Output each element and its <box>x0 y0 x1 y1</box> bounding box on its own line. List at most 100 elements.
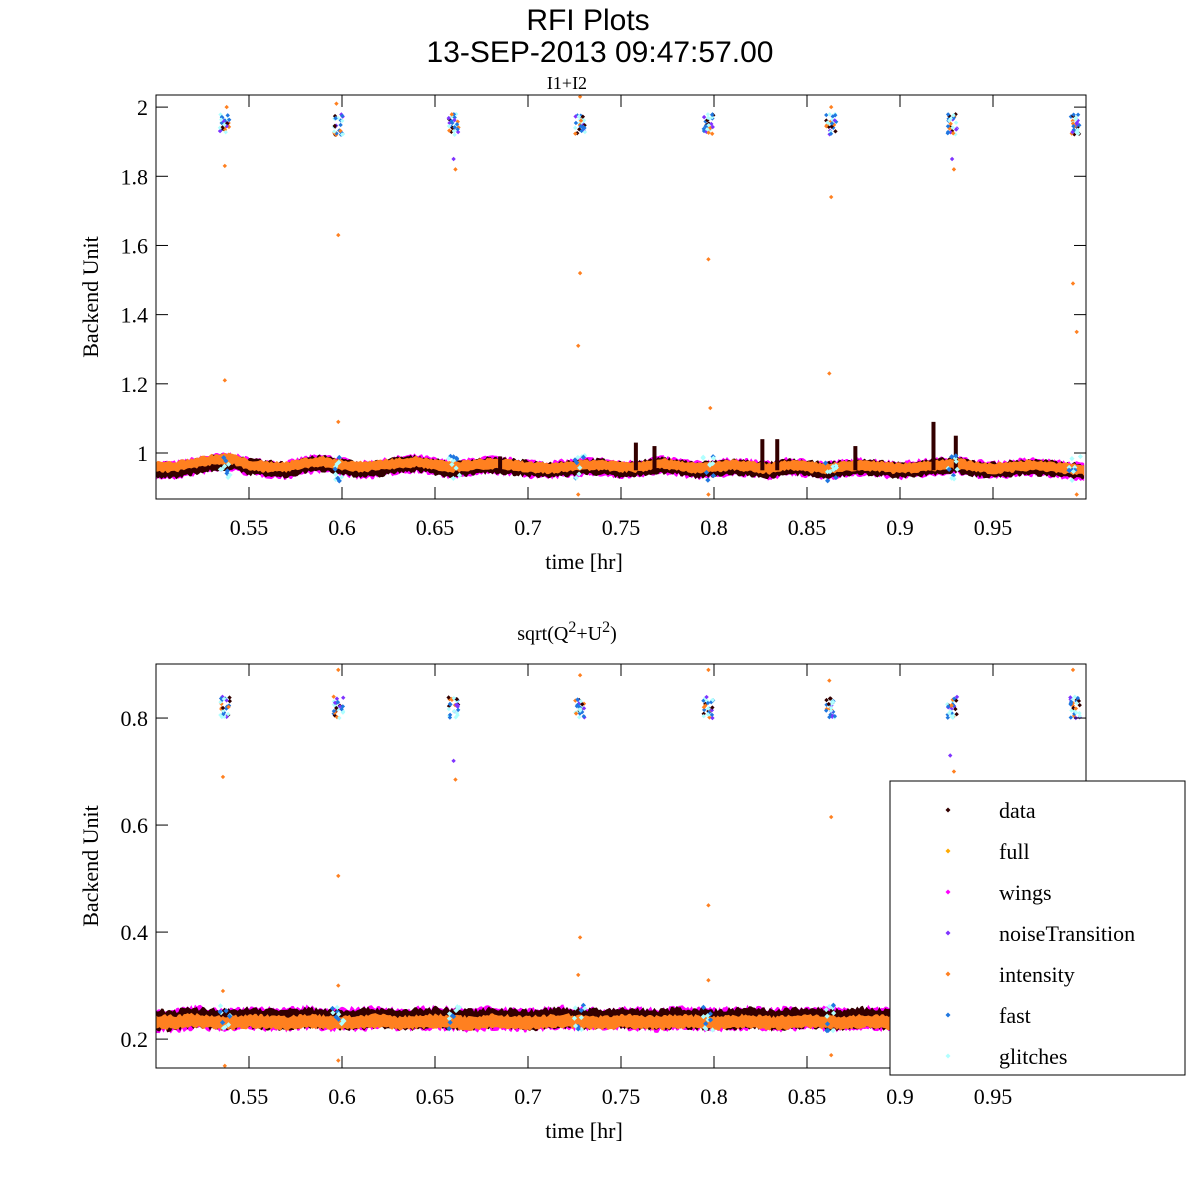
intensity-outlier-point <box>336 1058 341 1063</box>
intensity-outlier-point <box>576 343 581 348</box>
calibration-point <box>710 715 715 721</box>
calibration-point <box>948 130 953 135</box>
glitch-point <box>446 1016 453 1022</box>
calibration-point <box>578 699 583 704</box>
calibration-point <box>703 703 708 708</box>
calibration-point <box>705 127 710 132</box>
calibration-point <box>706 710 712 715</box>
calibration-point <box>333 703 338 709</box>
calibration-point <box>948 121 953 126</box>
x-tick-label: 0.65 <box>416 515 455 540</box>
calibration-point <box>225 113 230 118</box>
glitch-point <box>334 1009 341 1015</box>
calibration-point <box>947 113 952 119</box>
calibration-point <box>953 127 959 132</box>
glitch-point <box>222 1024 228 1030</box>
calibration-point <box>953 132 958 137</box>
glitch-point <box>710 455 717 461</box>
calibration-point <box>1073 710 1079 715</box>
calibration-point <box>706 706 711 711</box>
calibration-point <box>580 114 586 119</box>
calibration-point <box>709 708 715 713</box>
intensity-outlier-point <box>576 492 581 497</box>
calibration-point <box>1068 702 1073 707</box>
calibration-point <box>1071 128 1076 133</box>
calibration-point <box>701 126 707 132</box>
y-tick-label: 0.8 <box>121 706 149 731</box>
calibration-point <box>219 697 225 702</box>
calibration-point <box>832 118 837 123</box>
data-spike <box>953 435 958 471</box>
legend-label-data: data <box>999 798 1036 823</box>
glitch-point <box>830 466 837 473</box>
x-tick-label: 0.85 <box>788 1084 827 1109</box>
legend: data full wings noiseTransition intensity fas… <box>889 780 1186 1076</box>
glitch-point <box>333 464 339 470</box>
legend-marker-intensity <box>945 971 951 977</box>
calibration-point <box>824 112 829 118</box>
glitch-point <box>1069 456 1075 462</box>
calibration-point <box>332 123 338 129</box>
y-tick-label: 0.2 <box>121 1027 149 1052</box>
calibration-point <box>952 696 957 701</box>
calibration-point <box>448 702 453 707</box>
calibration-point <box>573 711 579 716</box>
calibration-point <box>341 695 346 700</box>
intensity-outlier-point <box>828 814 834 820</box>
glitch-point <box>1072 467 1078 473</box>
calibration-point <box>1068 715 1073 720</box>
calibration-point <box>573 698 578 703</box>
calibration-point <box>1070 700 1076 706</box>
glitch-point <box>454 1004 460 1010</box>
calibration-point <box>331 129 337 134</box>
calibration-point <box>1068 699 1074 705</box>
glitch-point <box>700 1014 706 1020</box>
glitch-point <box>580 1002 586 1008</box>
calibration-point <box>702 707 707 713</box>
calibration-point <box>577 707 583 712</box>
intensity-outlier-point <box>222 1063 228 1068</box>
calibration-point <box>827 112 832 117</box>
calibration-point <box>830 117 835 122</box>
glitch-point <box>338 474 345 480</box>
calibration-point <box>581 714 586 719</box>
glitch-point <box>573 475 579 481</box>
x-axis-label: time [hr] <box>545 549 623 574</box>
glitch-point <box>953 458 959 465</box>
calibration-point <box>709 712 715 718</box>
calibration-point <box>455 703 460 708</box>
glitch-point <box>450 454 457 460</box>
legend-marker-fast <box>945 1012 951 1018</box>
intensity-outlier-point <box>336 419 341 425</box>
calibration-point <box>331 694 336 699</box>
glitch-point <box>572 1005 578 1011</box>
calibration-point <box>452 117 457 123</box>
calibration-point <box>447 128 452 133</box>
calibration-point <box>449 112 455 117</box>
calibration-point <box>579 709 585 715</box>
calibration-point <box>710 131 715 136</box>
calibration-point <box>582 129 588 135</box>
calibration-point <box>331 699 337 704</box>
calibration-point <box>574 130 580 136</box>
noise-transition-point <box>949 156 955 162</box>
glitch-point <box>705 477 711 483</box>
glitch-point <box>334 1004 340 1011</box>
calibration-point <box>946 704 951 709</box>
data-spike <box>498 456 503 471</box>
calibration-point <box>226 124 232 130</box>
intensity-outlier-point <box>577 935 583 940</box>
calibration-point <box>828 696 833 701</box>
legend-label-noiseTransition: noiseTransition <box>999 921 1135 946</box>
x-tick-label: 0.6 <box>328 515 356 540</box>
intensity-outlier-point <box>706 978 711 983</box>
intensity-outlier-point <box>951 167 957 172</box>
data-spike <box>853 446 858 471</box>
series-intensity-band <box>156 452 1085 476</box>
calibration-point <box>225 711 231 717</box>
calibration-point <box>709 112 715 118</box>
glitch-point <box>220 1025 227 1031</box>
x-tick-label: 0.55 <box>230 1084 269 1109</box>
calibration-point <box>577 705 582 710</box>
glitch-point <box>950 472 957 479</box>
